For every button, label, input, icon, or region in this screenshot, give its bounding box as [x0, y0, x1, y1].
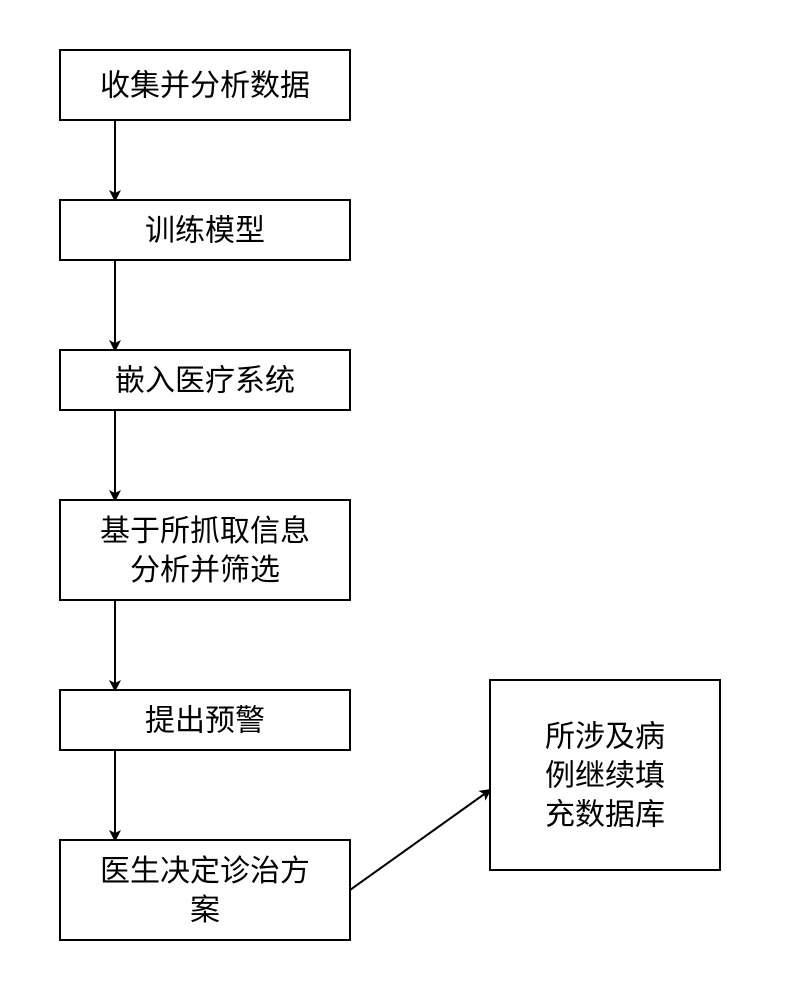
flow-edge [350, 790, 490, 890]
flow-node: 基于所抓取信息分析并筛选 [60, 500, 350, 600]
flowchart: 收集并分析数据训练模型嵌入医疗系统基于所抓取信息分析并筛选提出预警医生决定诊治方… [0, 0, 812, 1000]
flow-node-label: 嵌入医疗系统 [115, 365, 295, 398]
flow-node: 嵌入医疗系统 [60, 350, 350, 410]
flow-node-label: 所涉及病例继续填充数据库 [545, 721, 665, 832]
flow-node: 医生决定诊治方案 [60, 840, 350, 940]
flow-node: 收集并分析数据 [60, 50, 350, 120]
flow-node-label: 训练模型 [145, 215, 265, 248]
flow-node-label: 提出预警 [145, 705, 265, 738]
flow-node: 训练模型 [60, 200, 350, 260]
flow-node-label: 收集并分析数据 [100, 70, 310, 103]
flow-node: 提出预警 [60, 690, 350, 750]
flow-node: 所涉及病例继续填充数据库 [490, 680, 720, 870]
